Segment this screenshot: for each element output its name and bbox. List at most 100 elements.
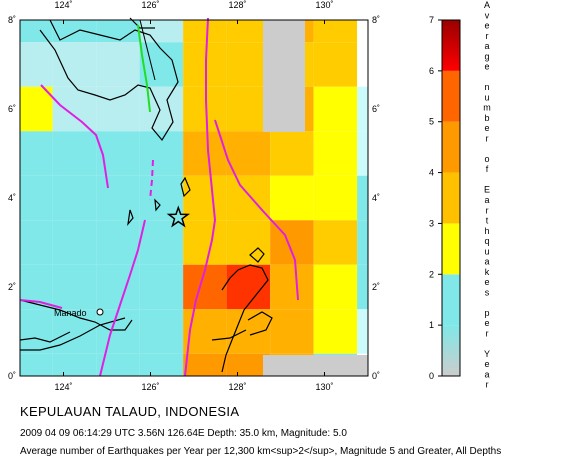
grid-cell [139,264,184,310]
tectonic-features [19,17,299,377]
colorbar-segment [442,223,460,275]
coastline-mindanao [39,17,179,142]
lat-tick-label: 2˚ [372,282,380,292]
colorbar-tick-label: 1 [429,320,434,330]
grid-cell [96,86,140,132]
grid-cell [270,175,314,221]
grid-cell [52,86,97,132]
grid-cell [357,86,368,132]
colorbar-tick-label: 4 [429,168,434,178]
grid-cell [139,131,184,176]
grid-cell [20,131,53,176]
event-details: 2009 04 09 06:14:29 UTC 3.56N 126.64E De… [20,428,347,439]
colorbar-segment [442,325,460,376]
grid-cell [226,131,271,176]
lat-tick-label: 6˚ [8,104,16,114]
colorbar-segment [442,121,460,173]
grid-cell [313,220,358,265]
grid-cell [183,131,227,176]
fault-philippine-line [137,24,151,113]
grid-cell [183,20,227,43]
trench-philippine [214,119,299,301]
map-title: KEPULAUAN TALAUD, INDONESIA [20,404,240,419]
lon-tick-label: 130˚ [315,0,333,10]
lat-tick-label: 2˚ [8,282,16,292]
lon-tick-label: 124˚ [54,0,72,10]
grid-cell [52,42,97,87]
grid-cell [357,309,368,354]
lat-tick-label: 0˚ [8,371,16,381]
grid-cell [226,353,271,376]
lon-tick-label: 128˚ [228,0,246,10]
grid-cell [263,355,368,376]
trench-north-sulawesi [19,299,63,309]
grid-cell [226,42,271,87]
grid-cell [313,42,358,87]
colorbar-segment [442,274,460,326]
grid-cell [20,220,53,265]
grid-cell [313,309,358,354]
epicenter-star-icon [166,205,191,228]
grid-cell [20,86,53,132]
grid-cell [52,264,97,310]
grid-cell [357,42,368,87]
grid-cell [357,131,368,176]
grid-cell [226,220,271,265]
grid-cell [52,20,97,43]
grid-cell [20,175,53,221]
lon-tick-label: 126˚ [141,0,159,10]
grid-cell [226,20,271,43]
grid-cell [313,86,358,132]
grid-cell [20,42,53,87]
coastline-morotai [249,247,265,263]
grid-cell [357,175,368,221]
grid-cell [20,309,53,354]
map-frame [19,19,369,377]
lat-tick-label: 0˚ [372,371,380,381]
grid-cell [96,353,140,376]
grid-cell [270,264,314,310]
grid-cell [20,20,53,43]
colorbar-segment [442,70,460,122]
trench-cotabato [40,84,109,189]
lon-tick-label: 128˚ [228,382,246,392]
grid-cell [263,20,305,132]
axis-ticks: 124˚ 124˚ 126˚ 126˚ 128˚ 128˚ 130˚ 130˚ 0˚ 0˚ 2˚ 2˚… [8,0,380,392]
grid-cell [313,175,358,221]
grid-cell [183,220,227,265]
colorbar-tick-label: 5 [429,117,434,127]
grid-cell [270,309,314,354]
grid-cell [139,86,184,132]
map-description: Average number of Earthquakes per Year p… [20,446,502,457]
grid-cell [96,220,140,265]
colorbar-tick-label: 2 [429,269,434,279]
colorbar-tick-label: 3 [429,218,434,228]
colorbar-segment [442,20,460,71]
fault-philippine-line-2 [139,19,156,81]
grid-cell [313,20,358,43]
lon-tick-label: 126˚ [141,382,159,392]
grid-cell [139,220,184,265]
grid-cell [357,20,368,43]
coastline-halmahera [211,264,273,373]
city-marker-group: Manado [54,308,104,318]
colorbar-frame [441,19,461,377]
grid-cell [357,220,368,265]
grid-cell [183,86,227,132]
lat-tick-label: 8˚ [8,15,16,25]
map-area: Manado [19,17,369,377]
city-label: Manado [54,308,87,318]
colorbar-tick-label: 6 [429,66,434,76]
trench-molucca-west [99,219,146,377]
grid-cell [139,353,184,376]
grid-cell [183,353,227,376]
grid-cell [313,131,358,176]
grid-cell [52,220,97,265]
trench-molucca-east [184,17,217,377]
grid-cell [183,175,227,221]
grid-cell [96,264,140,310]
colorbar-tick-label: 7 [429,15,434,25]
lat-tick-label: 8˚ [372,15,380,25]
grid-cell [96,42,140,87]
